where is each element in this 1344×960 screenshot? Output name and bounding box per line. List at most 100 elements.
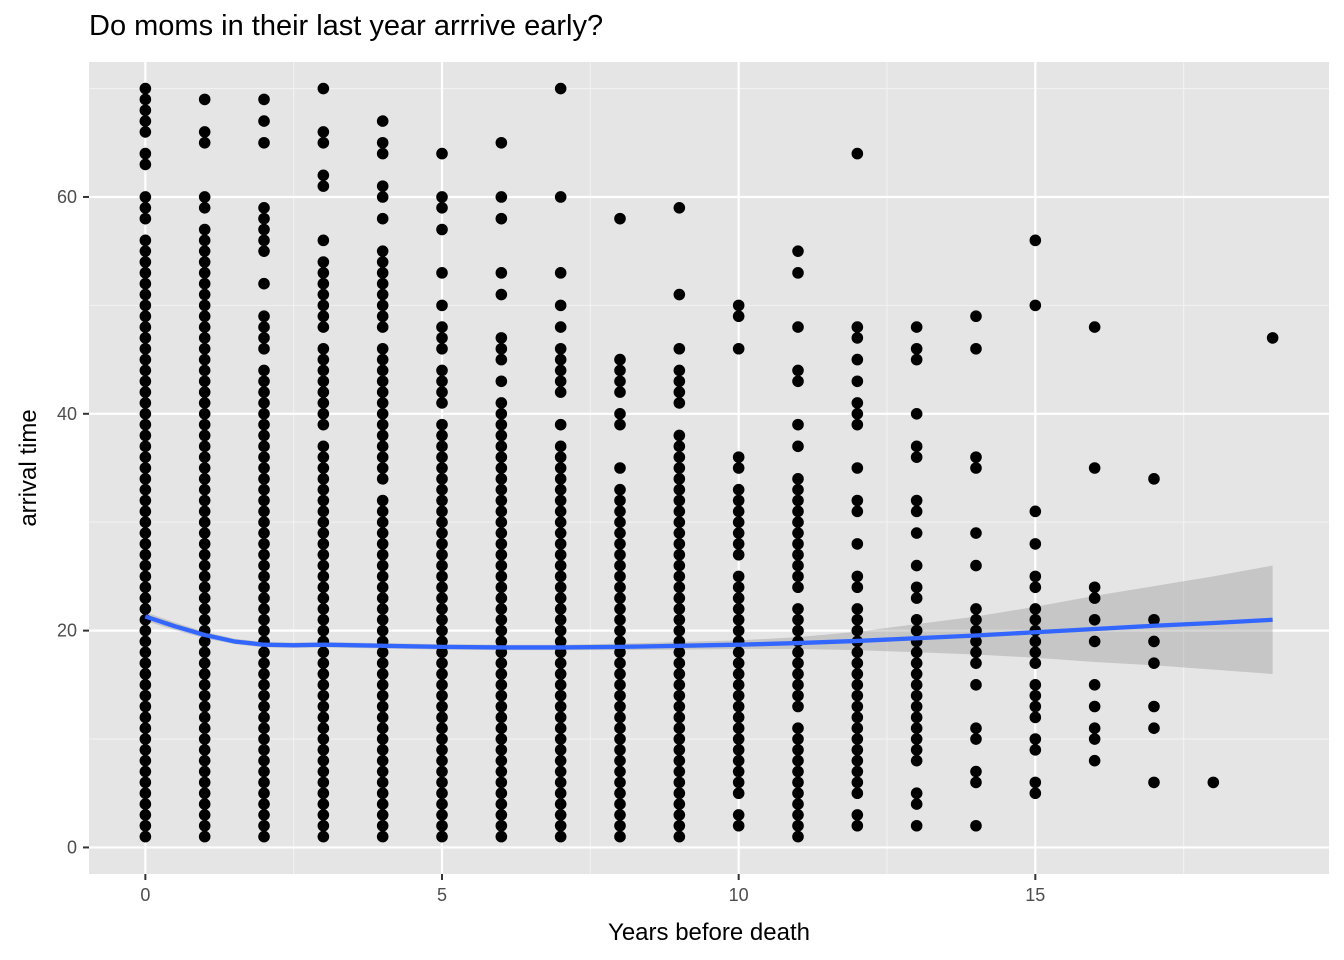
- data-point: [1029, 700, 1042, 713]
- data-point: [1029, 689, 1042, 702]
- data-point: [198, 505, 211, 518]
- data-point: [851, 646, 864, 659]
- data-point: [732, 733, 745, 745]
- data-point: [554, 657, 567, 669]
- data-point: [198, 256, 211, 268]
- data-point: [376, 147, 389, 160]
- data-point: [554, 321, 567, 333]
- data-point: [614, 570, 626, 583]
- data-point: [1088, 462, 1101, 474]
- data-point: [317, 559, 330, 572]
- data-point: [851, 809, 864, 821]
- data-point: [139, 375, 152, 388]
- data-point: [495, 754, 508, 767]
- data-point: [436, 299, 448, 312]
- data-point: [436, 321, 448, 333]
- data-point: [376, 798, 389, 810]
- data-point: [673, 516, 686, 529]
- data-point: [614, 787, 626, 800]
- data-point: [139, 158, 152, 171]
- data-point: [317, 700, 330, 713]
- data-point: [139, 310, 152, 323]
- data-point: [851, 418, 864, 431]
- data-point: [792, 689, 804, 702]
- data-point: [139, 559, 152, 572]
- data-point: [673, 548, 686, 561]
- data-point: [198, 744, 211, 756]
- data-point: [139, 700, 152, 713]
- data-point: [495, 603, 508, 615]
- data-point: [198, 93, 211, 106]
- data-point: [1088, 733, 1101, 745]
- data-point: [436, 505, 448, 518]
- data-point: [970, 819, 982, 832]
- data-point: [910, 754, 923, 767]
- data-point: [554, 809, 567, 821]
- data-point: [732, 624, 745, 637]
- data-point: [139, 538, 152, 550]
- data-point: [1148, 635, 1160, 648]
- data-point: [495, 191, 508, 203]
- data-point: [554, 798, 567, 810]
- data-point: [792, 613, 804, 626]
- data-point: [198, 440, 211, 453]
- data-point: [910, 342, 923, 355]
- data-point: [792, 505, 804, 518]
- data-point: [317, 82, 330, 95]
- data-point: [851, 581, 864, 594]
- data-point: [1029, 679, 1042, 691]
- data-point: [673, 202, 686, 214]
- data-point: [554, 462, 567, 474]
- data-point: [1088, 613, 1101, 626]
- data-point: [792, 494, 804, 507]
- data-point: [436, 538, 448, 550]
- data-point: [436, 494, 448, 507]
- data-point: [792, 657, 804, 669]
- data-point: [910, 624, 923, 637]
- data-point: [436, 809, 448, 821]
- data-point: [851, 787, 864, 800]
- data-point: [495, 765, 508, 778]
- data-point: [198, 375, 211, 388]
- data-point: [554, 776, 567, 789]
- data-point: [554, 819, 567, 832]
- data-point: [851, 754, 864, 767]
- data-point: [198, 321, 211, 333]
- data-point: [258, 364, 270, 377]
- data-point: [732, 462, 745, 474]
- data-point: [139, 787, 152, 800]
- data-point: [317, 288, 330, 301]
- data-point: [139, 830, 152, 843]
- data-point: [851, 570, 864, 583]
- data-point: [376, 191, 389, 203]
- data-point: [258, 483, 270, 496]
- data-point: [851, 689, 864, 702]
- data-point: [554, 700, 567, 713]
- data-point: [792, 700, 804, 713]
- data-point: [317, 451, 330, 463]
- data-point: [1088, 700, 1101, 713]
- data-point: [1029, 505, 1042, 518]
- data-point: [910, 559, 923, 572]
- data-point: [732, 700, 745, 713]
- data-point: [317, 440, 330, 453]
- data-point: [376, 256, 389, 268]
- data-point: [139, 407, 152, 420]
- data-point: [376, 386, 389, 398]
- data-point: [198, 819, 211, 832]
- data-point: [792, 548, 804, 561]
- data-point: [376, 353, 389, 366]
- data-point: [139, 147, 152, 160]
- data-point: [258, 386, 270, 398]
- data-point: [258, 830, 270, 843]
- data-point: [554, 440, 567, 453]
- data-point: [910, 689, 923, 702]
- data-point: [258, 570, 270, 583]
- data-point: [198, 126, 211, 138]
- data-point: [376, 212, 389, 225]
- data-point: [673, 624, 686, 637]
- data-point: [1029, 570, 1042, 583]
- data-point: [732, 776, 745, 789]
- data-point: [614, 592, 626, 604]
- data-point: [198, 722, 211, 734]
